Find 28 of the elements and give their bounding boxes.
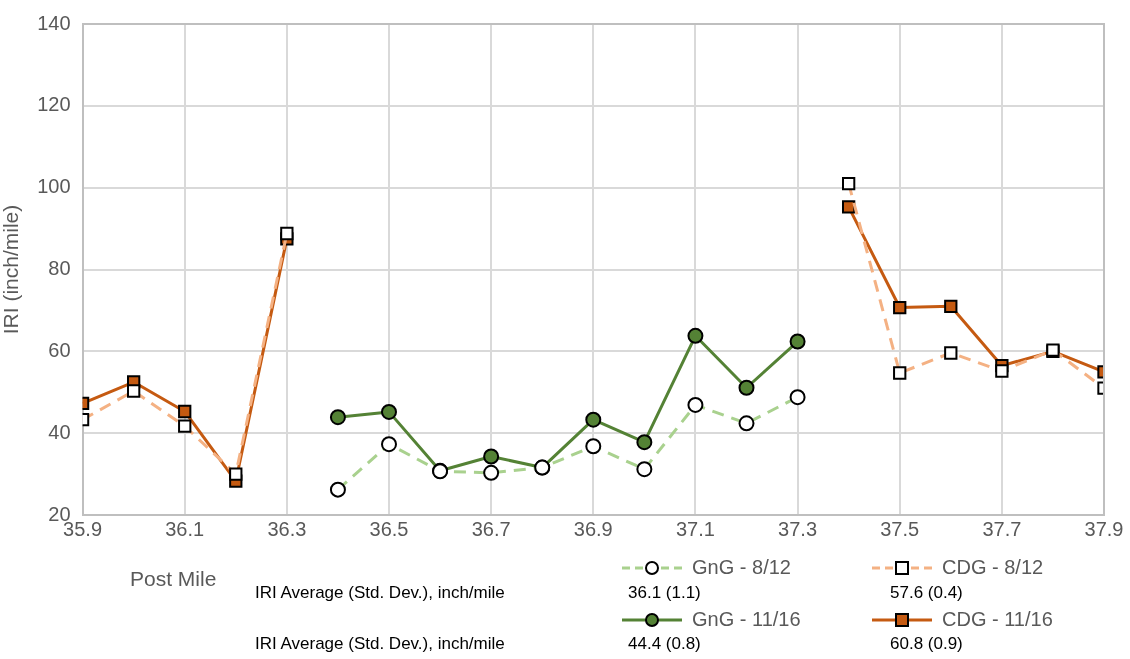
text: 57.6 (0.4) bbox=[890, 583, 963, 603]
x-tick-label: 37.7 bbox=[982, 517, 1022, 540]
y-tick-label: 40 bbox=[48, 420, 71, 443]
x-tick-label: 37.1 bbox=[675, 517, 715, 540]
y-axis-title: IRI (inch/mile) bbox=[0, 204, 23, 335]
y-tick-label: 60 bbox=[48, 338, 71, 361]
x-axis-title: Post Mile bbox=[130, 567, 217, 591]
x-tick-label: 36.7 bbox=[471, 517, 511, 540]
legend-label: CDG - 11/16 bbox=[942, 608, 1053, 631]
legend-label: CDG - 8/12 bbox=[942, 556, 1044, 579]
y-tick-label: 80 bbox=[48, 257, 71, 280]
legend-label: GnG - 8/12 bbox=[692, 556, 791, 579]
text: 44.4 (0.8) bbox=[628, 634, 701, 654]
text: 60.8 (0.9) bbox=[890, 634, 963, 654]
x-tick-label: 36.9 bbox=[573, 517, 613, 540]
x-tick-label: 37.9 bbox=[1084, 517, 1124, 540]
legend-label: GnG - 11/16 bbox=[692, 608, 801, 631]
x-tick-label: 36.1 bbox=[165, 517, 205, 540]
y-tick-label: 140 bbox=[37, 11, 71, 34]
text: IRI Average (Std. Dev.), inch/mile bbox=[255, 583, 505, 603]
text: IRI Average (Std. Dev.), inch/mile bbox=[255, 634, 505, 654]
y-tick-label: 100 bbox=[37, 175, 71, 198]
text: 36.1 (1.1) bbox=[628, 583, 701, 603]
y-tick-label: 120 bbox=[37, 93, 71, 116]
x-tick-label: 37.5 bbox=[880, 517, 920, 540]
x-tick-label: 37.3 bbox=[778, 517, 818, 540]
x-tick-label: 36.5 bbox=[369, 517, 409, 540]
x-tick-label: 36.3 bbox=[267, 517, 307, 540]
